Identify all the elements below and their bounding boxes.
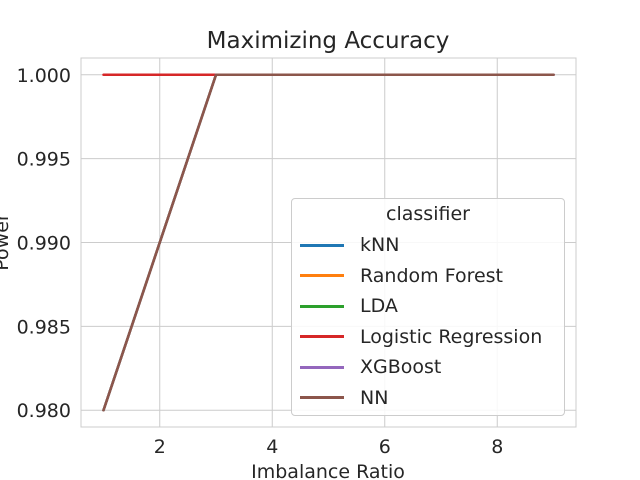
legend-label: NN	[360, 386, 389, 409]
x-ticks: 2 4 6 8	[154, 436, 504, 458]
legend-swatch	[300, 396, 344, 399]
legend-swatch	[300, 365, 344, 369]
legend-item: XGBoost	[300, 353, 441, 381]
y-tick-label: 1.000	[17, 65, 71, 87]
plot-frame	[80, 57, 577, 428]
y-tick-label: 0.990	[17, 233, 71, 255]
y-tick-label: 0.995	[17, 149, 71, 171]
legend-label: Logistic Regression	[360, 325, 543, 348]
y-axis-label: Power	[0, 213, 13, 271]
legend-item: kNN	[300, 231, 399, 259]
legend-label: kNN	[360, 234, 400, 256]
legend: classifier kNN Random Forest LDA Logistic R…	[291, 198, 565, 416]
y-tick-label: 0.980	[17, 400, 71, 422]
legend-swatch	[300, 304, 344, 308]
legend-label: XGBoost	[360, 356, 442, 378]
legend-swatch	[300, 335, 344, 338]
series-lines	[102, 73, 555, 412]
legend-swatch	[300, 274, 344, 277]
x-axis-label: Imbalance Ratio	[251, 461, 405, 480]
legend-swatch	[300, 243, 344, 247]
legend-title: classifier	[386, 203, 470, 225]
series-line-nn	[102, 73, 555, 412]
legend-label: Random Forest	[360, 264, 504, 287]
x-tick-label: 4	[266, 436, 278, 458]
x-tick-label: 8	[491, 436, 503, 458]
legend-item: Logistic Regression	[300, 323, 542, 351]
legend-item: LDA	[300, 292, 398, 320]
legend-item: Random Forest	[300, 262, 503, 290]
chart-title: Maximizing Accuracy	[207, 28, 450, 54]
x-tick-label: 2	[154, 436, 166, 458]
x-tick-label: 6	[379, 436, 391, 458]
y-ticks: 0.980 0.985 0.990 0.995 1.000	[17, 65, 71, 422]
legend-item: NN	[300, 384, 388, 412]
y-tick-label: 0.985	[17, 316, 71, 338]
legend-label: LDA	[360, 295, 398, 317]
